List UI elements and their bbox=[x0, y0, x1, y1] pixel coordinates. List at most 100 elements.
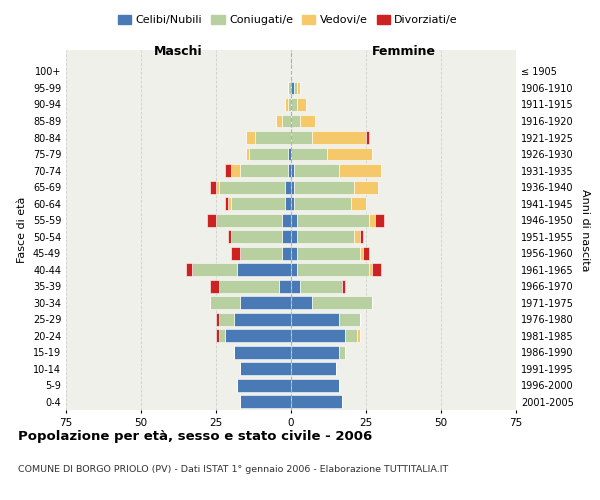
Bar bbox=[291, 164, 294, 177]
Bar bbox=[216, 312, 219, 326]
Bar bbox=[354, 230, 360, 243]
Bar bbox=[225, 197, 228, 210]
Bar bbox=[234, 346, 291, 358]
Bar bbox=[291, 82, 294, 94]
Bar bbox=[339, 346, 345, 358]
Bar bbox=[339, 164, 381, 177]
Bar bbox=[285, 197, 291, 210]
Bar bbox=[291, 280, 300, 292]
Bar bbox=[294, 180, 354, 194]
Bar bbox=[192, 263, 237, 276]
Bar bbox=[282, 230, 291, 243]
Bar bbox=[345, 329, 357, 342]
Bar bbox=[231, 246, 240, 260]
Bar bbox=[291, 362, 336, 375]
Bar bbox=[282, 214, 291, 226]
Text: Femmine: Femmine bbox=[371, 46, 436, 59]
Bar bbox=[225, 164, 231, 177]
Bar bbox=[294, 197, 351, 210]
Bar bbox=[186, 263, 192, 276]
Bar bbox=[291, 296, 312, 309]
Bar bbox=[282, 246, 291, 260]
Bar bbox=[291, 180, 294, 194]
Bar bbox=[291, 131, 312, 144]
Bar bbox=[300, 114, 315, 128]
Text: COMUNE DI BORGO PRIOLO (PV) - Dati ISTAT 1° gennaio 2006 - Elaborazione TUTTITAL: COMUNE DI BORGO PRIOLO (PV) - Dati ISTAT… bbox=[18, 465, 448, 474]
Bar bbox=[366, 131, 369, 144]
Bar bbox=[279, 280, 291, 292]
Bar bbox=[237, 263, 291, 276]
Bar bbox=[360, 246, 363, 260]
Bar bbox=[294, 82, 297, 94]
Bar bbox=[210, 296, 240, 309]
Bar bbox=[291, 312, 339, 326]
Bar bbox=[237, 379, 291, 392]
Bar bbox=[375, 214, 384, 226]
Legend: Celibi/Nubili, Coniugati/e, Vedovi/e, Divorziati/e: Celibi/Nubili, Coniugati/e, Vedovi/e, Di… bbox=[113, 10, 463, 30]
Bar bbox=[297, 230, 354, 243]
Bar bbox=[240, 164, 288, 177]
Bar bbox=[288, 98, 291, 111]
Bar bbox=[291, 197, 294, 210]
Bar bbox=[240, 396, 291, 408]
Bar bbox=[225, 329, 291, 342]
Bar bbox=[291, 346, 339, 358]
Bar bbox=[357, 329, 360, 342]
Bar bbox=[285, 98, 288, 111]
Bar bbox=[291, 396, 342, 408]
Bar bbox=[282, 114, 291, 128]
Bar bbox=[234, 312, 291, 326]
Bar bbox=[216, 329, 219, 342]
Bar bbox=[288, 164, 291, 177]
Bar bbox=[297, 82, 300, 94]
Bar bbox=[207, 214, 216, 226]
Bar bbox=[231, 164, 240, 177]
Bar bbox=[219, 280, 279, 292]
Bar bbox=[360, 230, 363, 243]
Bar bbox=[297, 246, 360, 260]
Bar bbox=[216, 180, 219, 194]
Bar bbox=[291, 329, 345, 342]
Bar bbox=[210, 280, 219, 292]
Bar bbox=[372, 263, 381, 276]
Bar bbox=[291, 148, 327, 160]
Bar bbox=[351, 197, 366, 210]
Bar bbox=[246, 131, 255, 144]
Bar bbox=[219, 312, 234, 326]
Bar bbox=[240, 246, 282, 260]
Bar bbox=[291, 246, 297, 260]
Bar bbox=[297, 263, 369, 276]
Bar bbox=[291, 98, 297, 111]
Bar bbox=[297, 214, 369, 226]
Bar bbox=[249, 148, 288, 160]
Bar bbox=[291, 230, 297, 243]
Bar bbox=[339, 312, 360, 326]
Bar bbox=[291, 114, 300, 128]
Bar bbox=[291, 214, 297, 226]
Bar bbox=[312, 131, 366, 144]
Bar bbox=[219, 180, 285, 194]
Bar bbox=[369, 263, 372, 276]
Bar bbox=[369, 214, 375, 226]
Bar bbox=[228, 197, 231, 210]
Bar bbox=[231, 230, 282, 243]
Text: Maschi: Maschi bbox=[154, 46, 203, 59]
Bar bbox=[288, 148, 291, 160]
Bar bbox=[327, 148, 372, 160]
Bar bbox=[294, 164, 339, 177]
Bar bbox=[363, 246, 369, 260]
Bar bbox=[240, 296, 291, 309]
Bar bbox=[228, 230, 231, 243]
Bar bbox=[312, 296, 372, 309]
Bar bbox=[246, 148, 249, 160]
Bar bbox=[354, 180, 378, 194]
Y-axis label: Fasce di età: Fasce di età bbox=[17, 197, 27, 263]
Bar bbox=[276, 114, 282, 128]
Bar bbox=[285, 180, 291, 194]
Bar bbox=[291, 263, 297, 276]
Bar bbox=[255, 131, 291, 144]
Bar bbox=[297, 98, 306, 111]
Bar bbox=[300, 280, 342, 292]
Y-axis label: Anni di nascita: Anni di nascita bbox=[580, 188, 590, 271]
Bar bbox=[216, 214, 282, 226]
